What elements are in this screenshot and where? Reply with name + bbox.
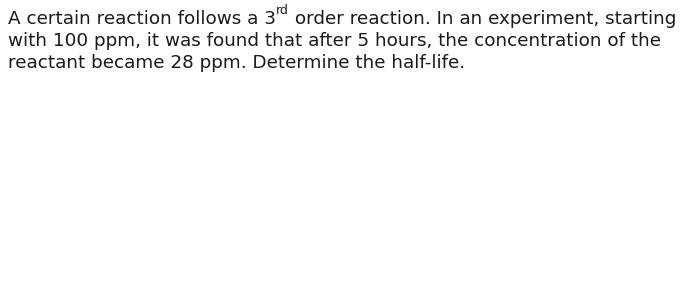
Text: reactant became 28 ppm. Determine the half-life.: reactant became 28 ppm. Determine the ha… [8, 54, 465, 72]
Text: rd: rd [276, 4, 289, 17]
Text: with 100 ppm, it was found that after 5 hours, the concentration of the: with 100 ppm, it was found that after 5 … [8, 32, 661, 50]
Text: order reaction. In an experiment, starting: order reaction. In an experiment, starti… [289, 10, 676, 28]
Text: A certain reaction follows a 3: A certain reaction follows a 3 [8, 10, 276, 28]
